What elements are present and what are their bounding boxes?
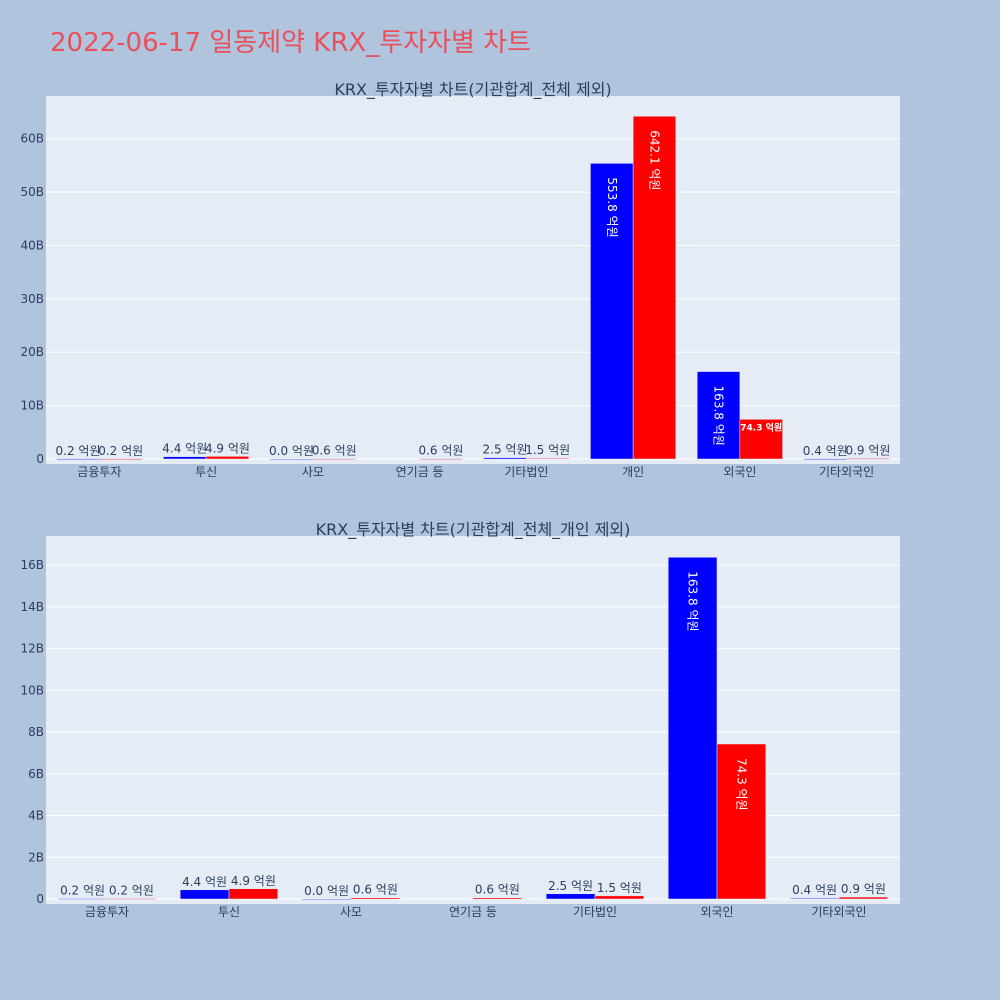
- bar-data-label: 163.8 억원: [686, 571, 700, 631]
- plot-area: [46, 96, 900, 464]
- bar-data-label: 1.5 억원: [597, 881, 642, 895]
- bar-data-label: 642.1 억원: [647, 130, 661, 190]
- x-tick-label: 금융투자: [85, 905, 129, 919]
- y-tick-label: 30B: [20, 292, 44, 306]
- y-tick-label: 0: [36, 892, 44, 906]
- bar-data-label: 0.6 억원: [475, 883, 520, 897]
- chart-title: KRX_투자자별 차트(기관합계_전체_개인 제외): [316, 520, 631, 540]
- bar-data-label: 4.4 억원: [182, 875, 227, 889]
- bar[interactable]: [106, 898, 157, 900]
- bar[interactable]: [56, 458, 100, 460]
- bar[interactable]: [803, 458, 847, 460]
- bar[interactable]: [526, 457, 570, 460]
- x-tick-label: 외국인: [723, 465, 756, 479]
- bar[interactable]: [205, 456, 250, 460]
- bar[interactable]: [594, 895, 645, 900]
- x-tick-label: 기타외국인: [811, 905, 866, 919]
- bar[interactable]: [590, 163, 634, 460]
- x-tick-label: 기타법인: [504, 465, 548, 479]
- bar[interactable]: [632, 115, 677, 460]
- bar[interactable]: [312, 458, 356, 460]
- bar-data-label: 4.9 억원: [231, 874, 276, 888]
- x-tick-label: 사모: [340, 905, 362, 919]
- bar-data-label: 1.5 억원: [525, 443, 570, 457]
- y-tick-label: 40B: [20, 238, 44, 252]
- bar-data-label: 0.0 억원: [269, 444, 314, 458]
- plot-area: [46, 536, 900, 904]
- bar-data-label: 2.5 억원: [548, 879, 593, 893]
- y-tick-label: 12B: [20, 642, 44, 656]
- bar-data-label: 0.6 억원: [418, 444, 463, 458]
- y-tick-label: 14B: [20, 600, 44, 614]
- chart-bottom: 0 2B 4B 6B 8B 10B 12B 14B 16B KRX_투자자별 차트(기관합계_전체…: [20, 520, 900, 919]
- bar-data-label: 163.8 억원: [712, 386, 726, 446]
- bar[interactable]: [179, 889, 230, 900]
- x-tick-label: 금융투자: [77, 465, 121, 479]
- page-title: 2022-06-17 일동제약 KRX_투자자별 차트: [50, 28, 532, 58]
- bar-data-label: 0.6 억원: [312, 444, 357, 458]
- bar-data-label: 0.2 억원: [56, 444, 101, 458]
- bar[interactable]: [350, 897, 401, 900]
- bar[interactable]: [739, 419, 783, 460]
- bar-data-label: 0.4 억원: [803, 444, 848, 458]
- x-tick-label: 개인: [622, 465, 644, 479]
- y-tick-label: 60B: [20, 132, 44, 146]
- y-tick-label: 2B: [28, 850, 44, 864]
- bar-data-label: 74.3 억원: [734, 758, 748, 811]
- bar[interactable]: [269, 458, 314, 461]
- y-tick-label: 10B: [20, 683, 44, 697]
- bar-data-label: 2.5 억원: [483, 443, 528, 457]
- chart-title: KRX_투자자별 차트(기관합계_전체 제외): [334, 80, 611, 100]
- bar[interactable]: [57, 898, 108, 900]
- chart-top: 0 10B 20B 30B 40B 50B 60B KRX_투자자별 차트(기관합계_전체 제…: [20, 80, 900, 479]
- bar[interactable]: [846, 458, 890, 460]
- bar-data-label: 0.2 억원: [98, 444, 143, 458]
- bar[interactable]: [696, 371, 741, 460]
- bar[interactable]: [472, 897, 523, 900]
- x-tick-label: 사모: [302, 465, 324, 479]
- bar-data-label: 4.9 억원: [205, 441, 250, 455]
- bar[interactable]: [301, 898, 352, 901]
- x-tick-label: 연기금 등: [396, 465, 444, 479]
- y-tick-label: 50B: [20, 185, 44, 199]
- bar[interactable]: [545, 893, 596, 900]
- bar-data-label: 553.8 억원: [605, 177, 619, 237]
- bar-data-label: 0.9 억원: [845, 444, 890, 458]
- y-tick-label: 4B: [28, 809, 44, 823]
- bar[interactable]: [716, 743, 767, 900]
- bar[interactable]: [789, 897, 840, 900]
- bar[interactable]: [228, 888, 279, 900]
- bar[interactable]: [99, 458, 143, 460]
- bar-data-label: 4.4 억원: [162, 442, 207, 456]
- y-tick-label: 6B: [28, 767, 44, 781]
- y-tick-label: 10B: [20, 399, 44, 413]
- y-tick-label: 16B: [20, 558, 44, 572]
- bar-data-label: 0.2 억원: [109, 884, 154, 898]
- y-tick-label: 8B: [28, 725, 44, 739]
- bar-data-label: 0.9 억원: [841, 882, 886, 896]
- x-tick-label: 기타법인: [573, 905, 617, 919]
- bar-data-label: 0.2 억원: [60, 884, 105, 898]
- x-tick-label: 연기금 등: [449, 905, 497, 919]
- bar[interactable]: [163, 456, 207, 460]
- bar-data-label: 74.3 억원: [740, 421, 782, 433]
- y-tick-label: 0: [36, 452, 44, 466]
- x-tick-label: 외국인: [700, 905, 733, 919]
- bar[interactable]: [419, 458, 463, 460]
- bar-data-label: 0.0 억원: [304, 884, 349, 898]
- bar[interactable]: [667, 557, 718, 900]
- bar[interactable]: [838, 896, 889, 900]
- x-tick-label: 기타외국인: [819, 465, 874, 479]
- bar[interactable]: [483, 457, 527, 460]
- x-tick-label: 투신: [195, 465, 217, 479]
- bar-data-label: 0.6 억원: [353, 883, 398, 897]
- y-tick-label: 20B: [20, 345, 44, 359]
- x-tick-label: 투신: [218, 905, 240, 919]
- bar-data-label: 0.4 억원: [792, 883, 837, 897]
